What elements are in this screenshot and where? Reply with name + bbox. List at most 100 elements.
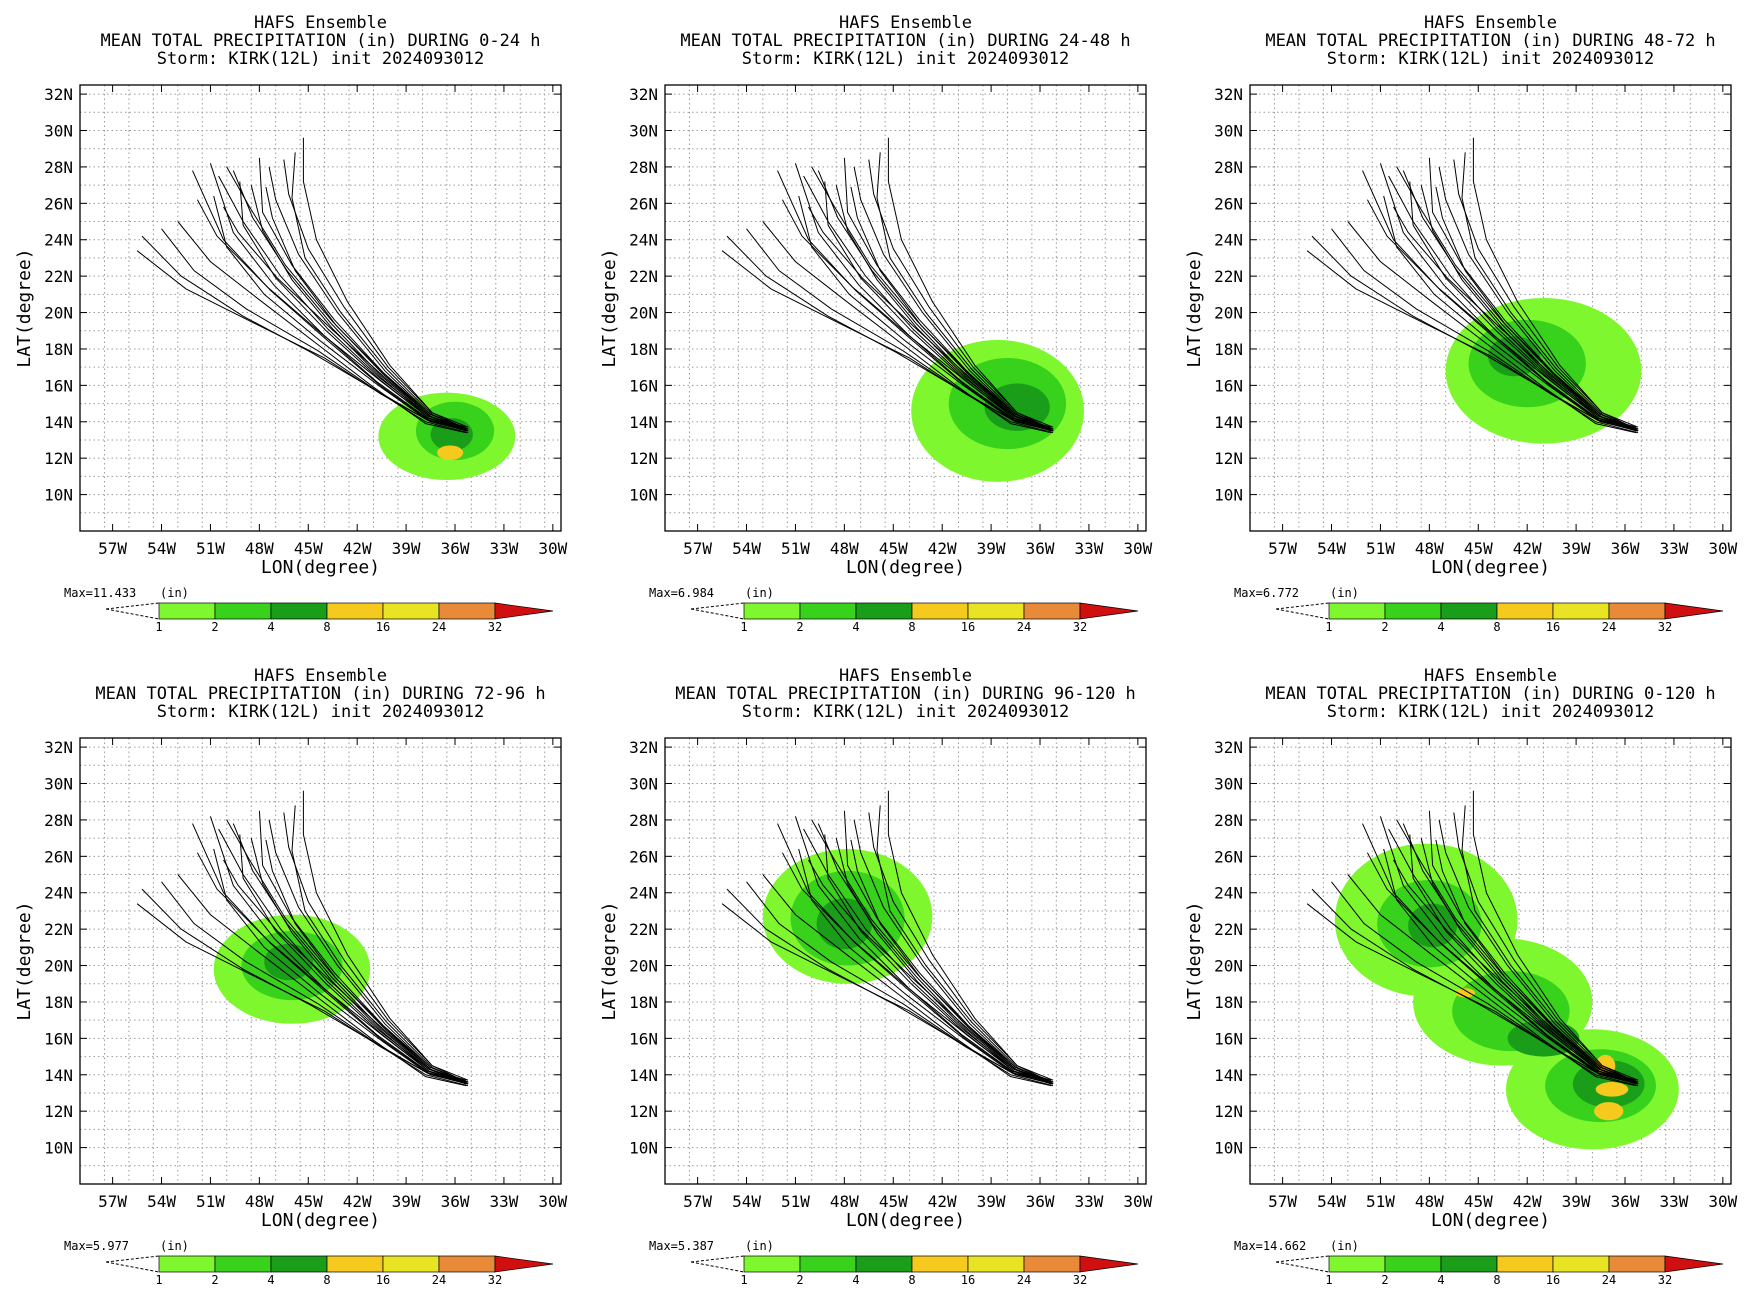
colorbar-segment	[1552, 602, 1610, 620]
x-tick-label: 54W	[147, 1192, 176, 1211]
colorbar-segment	[1440, 1255, 1498, 1273]
y-tick-label: 20N	[629, 304, 658, 323]
y-tick-label: 22N	[44, 920, 73, 939]
track-line	[1393, 859, 1639, 1083]
colorbar-level-label: 24	[432, 620, 446, 634]
colorbar-level-label: 24	[1017, 620, 1031, 634]
ensemble-tracks	[721, 137, 1054, 434]
colorbar-segment	[326, 1255, 384, 1273]
grid	[1249, 85, 1731, 532]
track-line	[218, 175, 467, 428]
track-line	[177, 221, 467, 434]
track-line	[177, 874, 467, 1087]
colorbar-level-label: 4	[1437, 1273, 1444, 1287]
y-tick-label: 26N	[44, 194, 73, 213]
y-tick-label: 20N	[44, 957, 73, 976]
x-tick-label: 45W	[879, 539, 908, 558]
panel-title: HAFS Ensemble	[839, 13, 972, 33]
y-tick-label: 16N	[1214, 376, 1243, 395]
units-label: (in)	[745, 1239, 774, 1253]
colorbar-upper-wedge	[1079, 1255, 1139, 1273]
x-tick-label: 48W	[245, 539, 274, 558]
track-line	[876, 805, 1052, 1083]
colorbar-level-label: 24	[432, 1273, 446, 1287]
x-tick-label: 39W	[392, 1192, 421, 1211]
units-label: (in)	[1330, 1239, 1359, 1253]
x-tick-label: 48W	[830, 539, 859, 558]
y-tick-label: 32N	[629, 738, 658, 757]
colorbar-lower-wedge	[1275, 1255, 1330, 1273]
colorbar-segment	[799, 1255, 857, 1273]
colorbar-level-label: 32	[1073, 620, 1087, 634]
rain-contour-level-4	[1594, 1102, 1624, 1121]
x-axis-label: LON(degree)	[846, 557, 965, 578]
y-tick-label: 16N	[1214, 1029, 1243, 1048]
colorbar-level-label: 2	[1381, 620, 1388, 634]
y-tick-label: 28N	[44, 811, 73, 830]
y-tick-label: 16N	[629, 376, 658, 395]
colorbar-segment	[911, 1255, 969, 1273]
y-axis-label: LAT(degree)	[14, 248, 35, 367]
panel-subtitle: MEAN TOTAL PRECIPITATION (in) DURING 0-1…	[1265, 684, 1715, 704]
track-line	[268, 819, 469, 1083]
colorbar-segment	[855, 602, 913, 620]
y-tick-label: 32N	[1214, 85, 1243, 104]
panel-subtitle: MEAN TOTAL PRECIPITATION (in) DURING 72-…	[95, 684, 545, 704]
colorbar-segment	[214, 602, 272, 620]
y-tick-label: 14N	[1214, 413, 1243, 432]
rain-field	[1334, 843, 1679, 1150]
y-tick-label: 32N	[1214, 738, 1243, 757]
track-line	[302, 790, 467, 1083]
y-tick-label: 14N	[44, 413, 73, 432]
y-tick-label: 24N	[44, 231, 73, 250]
plot-frame	[1249, 84, 1732, 532]
track-line	[1347, 874, 1637, 1087]
y-tick-label: 12N	[629, 1102, 658, 1121]
panel-storm-line: Storm: KIRK(12L) init 2024093012	[1327, 49, 1655, 69]
colorbar-level-label: 16	[376, 620, 390, 634]
y-tick-label: 32N	[44, 85, 73, 104]
y-tick-label: 20N	[629, 957, 658, 976]
colorbar-segment	[743, 1255, 801, 1273]
colorbar-segment	[855, 1255, 913, 1273]
panel-title: HAFS Ensemble	[254, 13, 387, 33]
colorbar-lower-wedge	[690, 602, 745, 620]
y-tick-label: 10N	[44, 1139, 73, 1158]
colorbar-upper-wedge	[1664, 602, 1724, 620]
x-tick-label: 33W	[1074, 1192, 1103, 1211]
track-line	[141, 888, 469, 1087]
units-label: (in)	[160, 1239, 189, 1253]
max-label: Max=11.433	[64, 586, 136, 600]
y-tick-label: 22N	[44, 267, 73, 286]
colorbar-segment	[1608, 1255, 1666, 1273]
x-axis-label: LON(degree)	[846, 1210, 965, 1231]
y-tick-label: 28N	[44, 158, 73, 177]
x-tick-label: 57W	[1268, 1192, 1297, 1211]
panel-subtitle: MEAN TOTAL PRECIPITATION (in) DURING 0-2…	[100, 31, 540, 51]
y-tick-label: 12N	[1214, 1102, 1243, 1121]
track-line	[853, 819, 1054, 1083]
rain-contour-level-4	[437, 445, 464, 461]
max-label: Max=5.387	[649, 1239, 714, 1253]
track-line	[136, 250, 469, 432]
colorbar-segment	[270, 602, 328, 620]
track-line	[721, 903, 1054, 1085]
panel-storm-line: Storm: KIRK(12L) init 2024093012	[1327, 702, 1655, 722]
x-tick-label: 39W	[977, 1192, 1006, 1211]
track-line	[887, 137, 1052, 430]
colorbar-level-label: 32	[488, 620, 502, 634]
track-line	[223, 206, 469, 430]
colorbar-lower-wedge	[1275, 602, 1330, 620]
x-tick-label: 51W	[781, 1192, 810, 1211]
track-line	[283, 159, 469, 428]
colorbar-lower-wedge	[105, 602, 160, 620]
y-tick-label: 30N	[44, 122, 73, 141]
colorbar-upper-wedge	[1079, 602, 1139, 620]
colorbar-segment	[158, 1255, 216, 1273]
track-line	[808, 859, 1054, 1083]
track-line	[1366, 852, 1637, 1085]
track-line	[302, 137, 467, 430]
y-tick-label: 32N	[44, 738, 73, 757]
ensemble-tracks	[1306, 137, 1639, 434]
